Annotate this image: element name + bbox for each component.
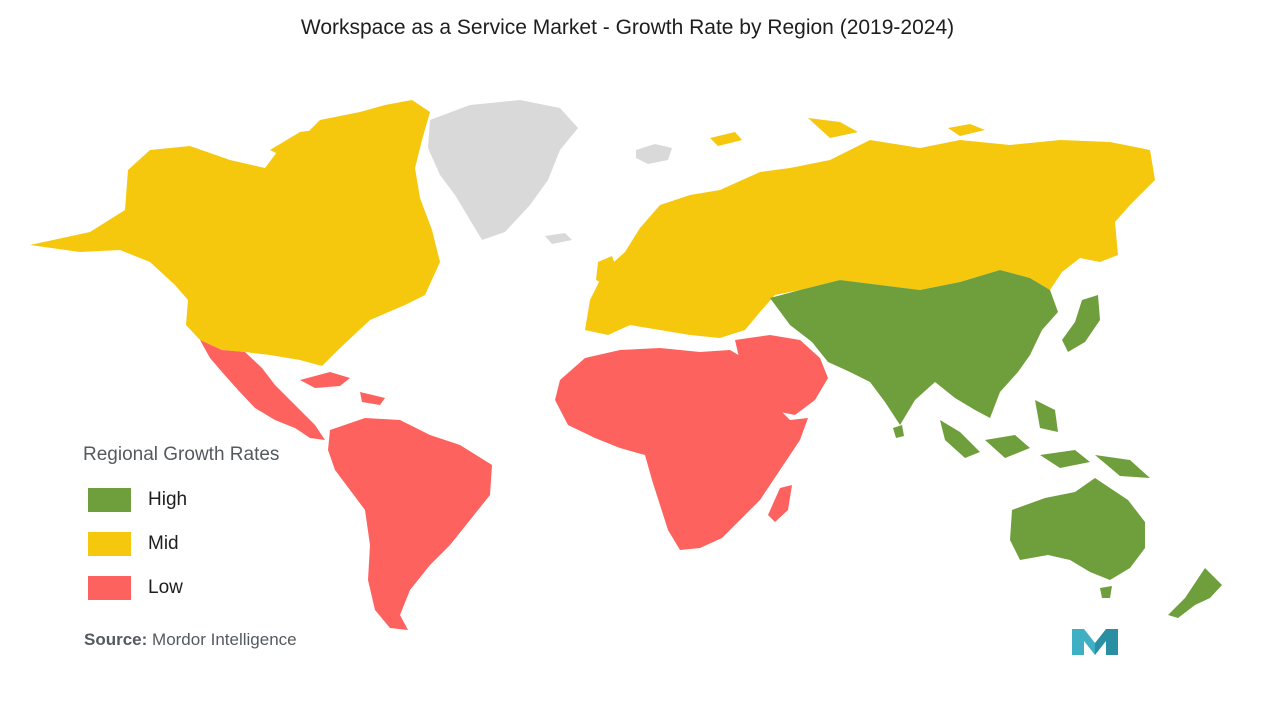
source-text: Mordor Intelligence — [152, 630, 297, 649]
region-greenland — [428, 100, 578, 240]
region-japan — [1062, 295, 1100, 352]
region-madagascar — [768, 485, 792, 522]
region-africa — [555, 348, 808, 550]
region-north-america — [30, 100, 440, 366]
region-sri-lanka — [893, 425, 904, 438]
region-middle-east — [735, 335, 828, 415]
region-new-zealand — [1168, 568, 1222, 618]
legend-swatch-mid — [88, 532, 131, 556]
region-europe-russia — [585, 140, 1155, 338]
region-asia-pacific — [770, 270, 1058, 425]
region-tasmania — [1100, 586, 1112, 598]
legend: Regional Growth Rates High Mid Low — [83, 444, 279, 620]
legend-title: Regional Growth Rates — [83, 444, 280, 465]
legend-swatch-low — [88, 576, 131, 600]
legend-label-mid: Mid — [148, 533, 179, 554]
legend-item-low: Low — [83, 576, 279, 600]
region-iceland — [636, 144, 672, 164]
legend-item-high: High — [83, 488, 279, 512]
mordor-intelligence-logo-icon — [1072, 629, 1118, 655]
source-prefix: Source: — [84, 630, 148, 649]
region-australia — [1010, 478, 1145, 580]
region-canada-islands — [270, 128, 345, 160]
region-svalbard — [545, 233, 572, 244]
region-arctic-islands — [710, 118, 985, 146]
region-uk — [596, 256, 618, 286]
region-south-america — [328, 418, 492, 630]
legend-swatch-high — [88, 488, 131, 512]
region-central-america — [200, 340, 325, 440]
region-caribbean — [300, 372, 385, 405]
source-note: Source: Mordor Intelligence — [84, 630, 297, 650]
legend-label-high: High — [148, 489, 188, 510]
map-title: Workspace as a Service Market - Growth R… — [300, 16, 955, 39]
region-southeast-asia-islands — [940, 400, 1150, 478]
legend-item-mid: Mid — [83, 532, 279, 556]
legend-label-low: Low — [148, 577, 183, 598]
